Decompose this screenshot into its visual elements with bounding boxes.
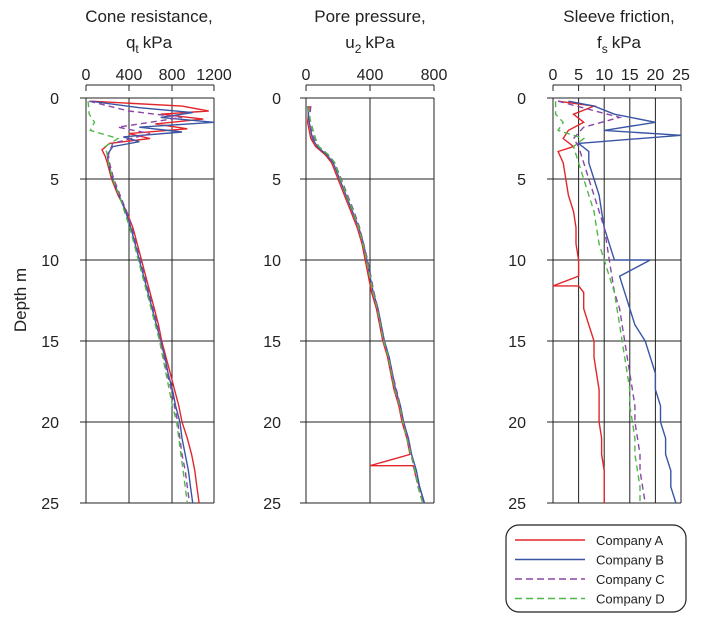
unit-label: kPa — [612, 33, 642, 52]
y-tick-label: 5 — [50, 172, 59, 189]
y-tick-label: 15 — [263, 334, 281, 351]
series-line-company-d — [306, 105, 424, 504]
unit-symbol: u — [345, 33, 354, 52]
y-tick-label: 20 — [508, 415, 526, 432]
unit-subscript: 2 — [355, 42, 362, 56]
series-line-company-c — [557, 100, 646, 504]
series-line-company-b — [568, 100, 682, 504]
legend-label: Company D — [596, 592, 665, 607]
x-tick-label: 800 — [421, 67, 448, 84]
y-tick-label: 10 — [263, 253, 281, 270]
series-line-company-c — [308, 106, 424, 504]
x-tick-label: 20 — [647, 67, 665, 84]
series-line-company-a — [306, 106, 426, 504]
panel-title: Cone resistance, — [85, 7, 213, 26]
y-tick-label: 0 — [517, 91, 526, 108]
x-tick-label: 0 — [82, 67, 91, 84]
y-tick-label: 0 — [50, 91, 59, 108]
unit-symbol: f — [597, 33, 602, 52]
series-line-company-a — [91, 100, 209, 504]
y-tick-label: 25 — [41, 496, 59, 513]
panel-units: u2 kPa — [345, 33, 395, 56]
panel-units: qt kPa — [126, 33, 173, 56]
x-tick-label: 0 — [549, 67, 558, 84]
y-tick-label: 15 — [508, 334, 526, 351]
y-tick-label: 10 — [41, 253, 59, 270]
legend-box — [505, 524, 687, 613]
y-tick-label: 5 — [272, 172, 281, 189]
x-tick-label: 15 — [621, 67, 639, 84]
unit-subscript: s — [602, 42, 608, 56]
series-line-company-b — [90, 100, 215, 504]
y-tick-label: 10 — [508, 253, 526, 270]
x-tick-label: 400 — [357, 67, 384, 84]
x-tick-label: 10 — [595, 67, 613, 84]
series-line-company-b — [306, 106, 426, 504]
unit-label: kPa — [143, 33, 173, 52]
legend-label: Company C — [596, 572, 665, 587]
y-tick-label: 0 — [272, 91, 281, 108]
legend-label: Company B — [596, 553, 664, 568]
panel-cone-resistance: Cone resistance, qt kPa 0 5 10 15 20 25 0 400 800… — [41, 7, 232, 513]
unit-label: kPa — [365, 33, 395, 52]
y-tick-label: 20 — [41, 415, 59, 432]
x-tick-label: 800 — [159, 67, 186, 84]
x-tick-label: 0 — [302, 67, 311, 84]
panel-title: Sleeve friction, — [563, 7, 675, 26]
unit-subscript: t — [135, 42, 139, 56]
panel-units: fs kPa — [597, 33, 642, 56]
series-line-company-d — [554, 101, 641, 503]
series-line-company-c — [89, 100, 191, 504]
y-axis-label: Depth m — [11, 268, 30, 332]
y-tick-label: 25 — [263, 496, 281, 513]
y-tick-label: 20 — [263, 415, 281, 432]
panel-title: Pore pressure, — [314, 7, 426, 26]
y-tick-label: 5 — [517, 172, 526, 189]
panel-pore-pressure: Pore pressure, u2 kPa 0 5 10 15 20 25 0 400 800 — [263, 7, 447, 513]
x-tick-label: 5 — [574, 67, 583, 84]
y-tick-label: 15 — [41, 334, 59, 351]
unit-symbol: q — [126, 33, 135, 52]
x-tick-label: 400 — [116, 67, 143, 84]
legend-label: Company A — [596, 533, 664, 548]
series-line-company-d — [87, 101, 188, 504]
y-tick-label: 25 — [508, 496, 526, 513]
x-tick-label: 1200 — [196, 67, 232, 84]
series-line-company-a — [552, 100, 605, 503]
legend: Company A Company B Company C Company D — [505, 524, 687, 613]
x-tick-label: 25 — [672, 67, 690, 84]
